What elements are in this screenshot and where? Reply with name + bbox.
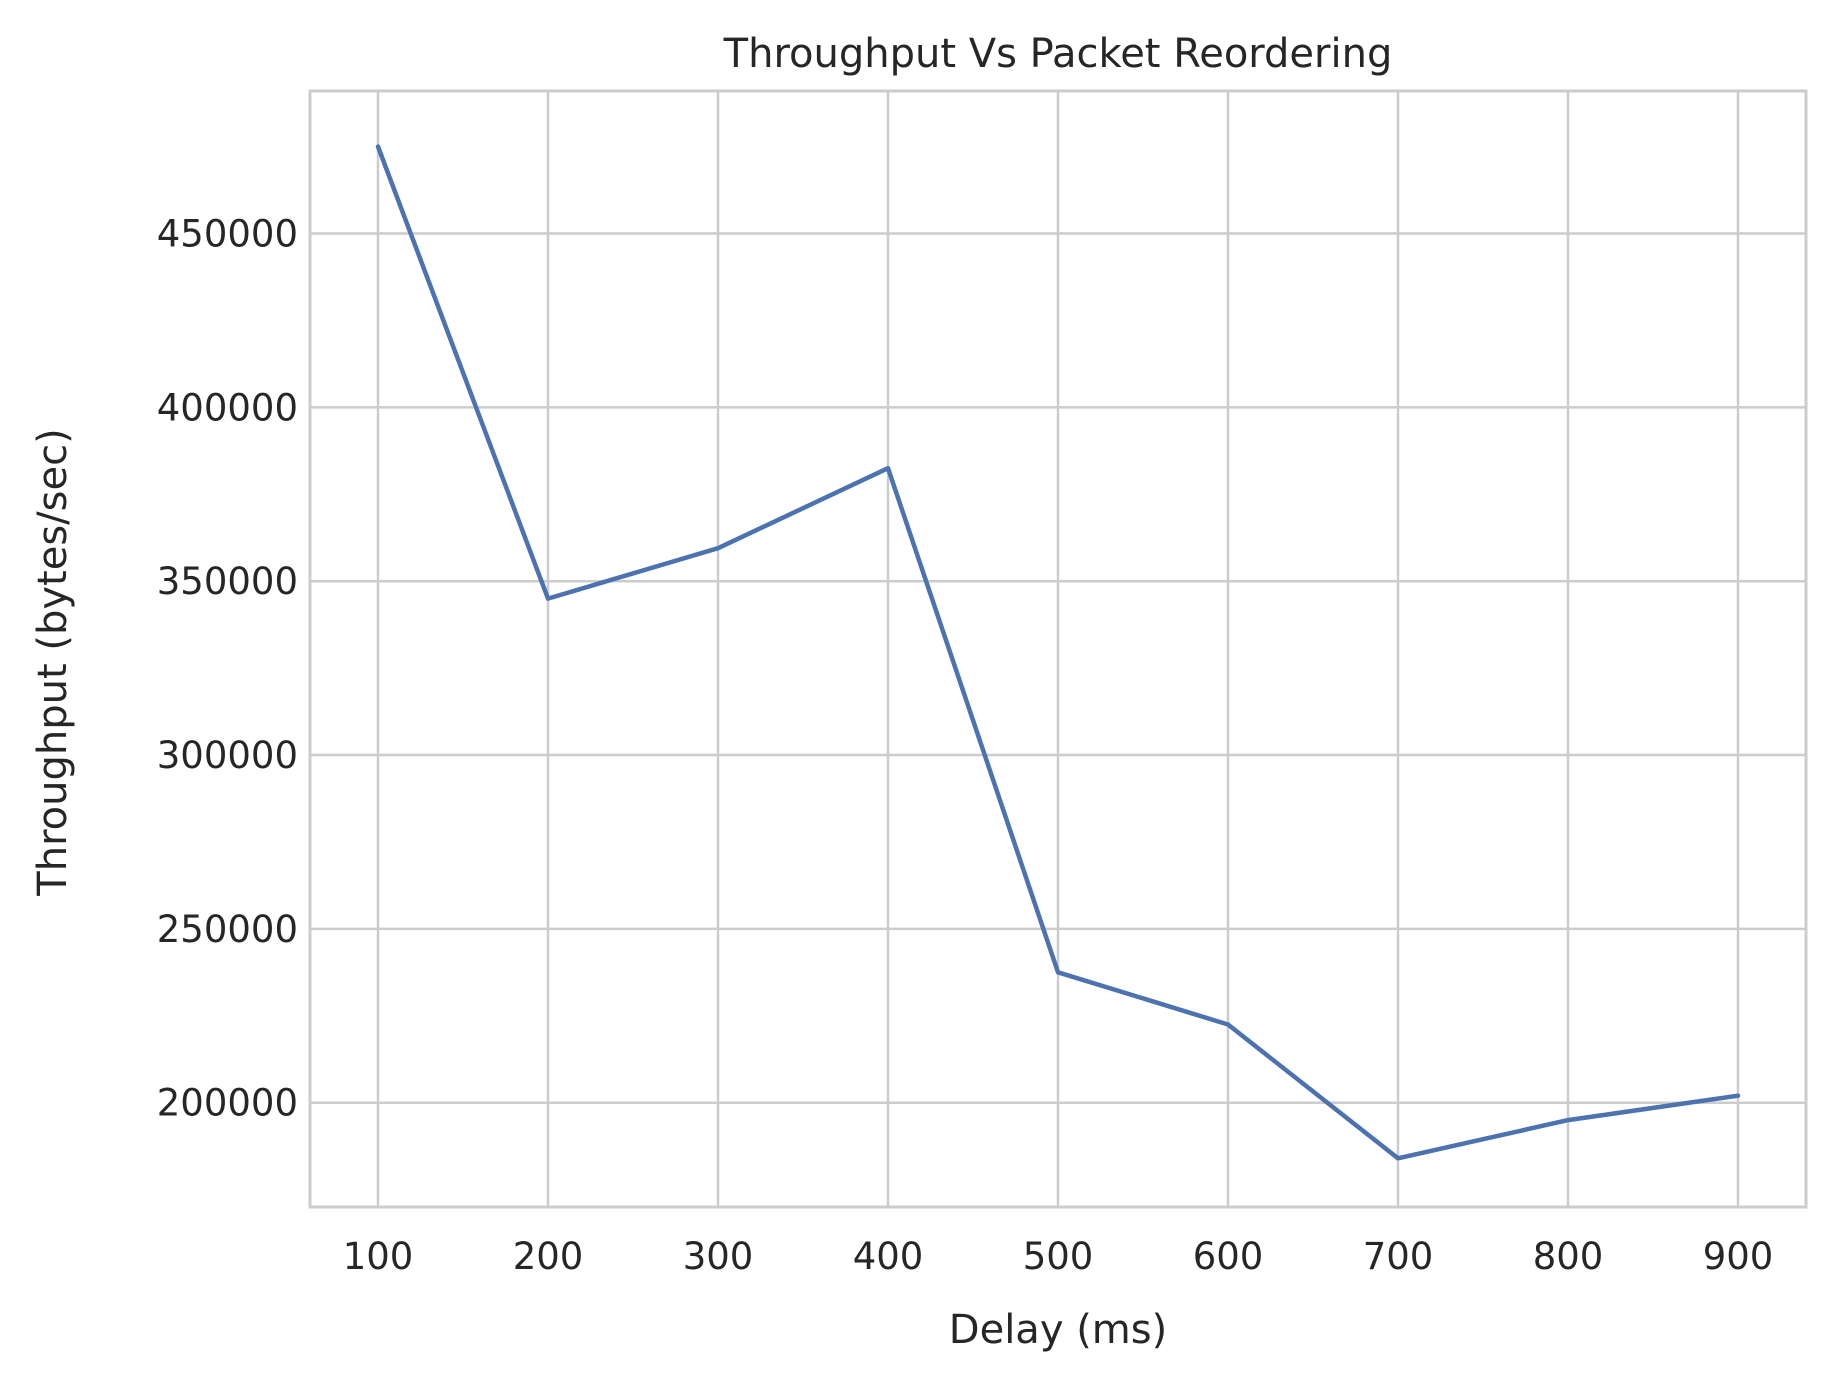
- y-tick-label-300000: 300000: [157, 734, 298, 777]
- x-tick-label-200: 200: [513, 1235, 584, 1278]
- series-line-0: [375, 144, 1741, 1161]
- x-tick-label-900: 900: [1703, 1235, 1774, 1278]
- x-tick-label-100: 100: [343, 1235, 414, 1278]
- x-tick-label-700: 700: [1363, 1235, 1434, 1278]
- x-tick-label-600: 600: [1193, 1235, 1264, 1278]
- y-tick-label-450000: 450000: [157, 213, 298, 256]
- y-tick-label-400000: 400000: [157, 386, 298, 429]
- y-tick-labels: 200000 250000 300000 350000 400000 450000: [157, 213, 298, 1125]
- x-tick-label-800: 800: [1533, 1235, 1604, 1278]
- plot-frame: [308, 89, 1808, 1209]
- x-axis-label: Delay (ms): [949, 1307, 1167, 1353]
- x-tick-label-500: 500: [1023, 1235, 1094, 1278]
- y-tick-label-200000: 200000: [157, 1082, 298, 1125]
- x-tick-label-300: 300: [683, 1235, 754, 1278]
- x-tick-labels: 100 200 300 400 500 600 700 800 900: [343, 1235, 1774, 1278]
- grid-lines: [310, 91, 1806, 1207]
- x-tick-label-400: 400: [853, 1235, 924, 1278]
- y-axis-label: Throughput (bytes/sec): [30, 428, 76, 896]
- y-tick-label-250000: 250000: [157, 908, 298, 951]
- y-tick-label-350000: 350000: [157, 560, 298, 603]
- chart-title: Throughput Vs Packet Reordering: [723, 31, 1393, 77]
- series-lines: [375, 144, 1741, 1161]
